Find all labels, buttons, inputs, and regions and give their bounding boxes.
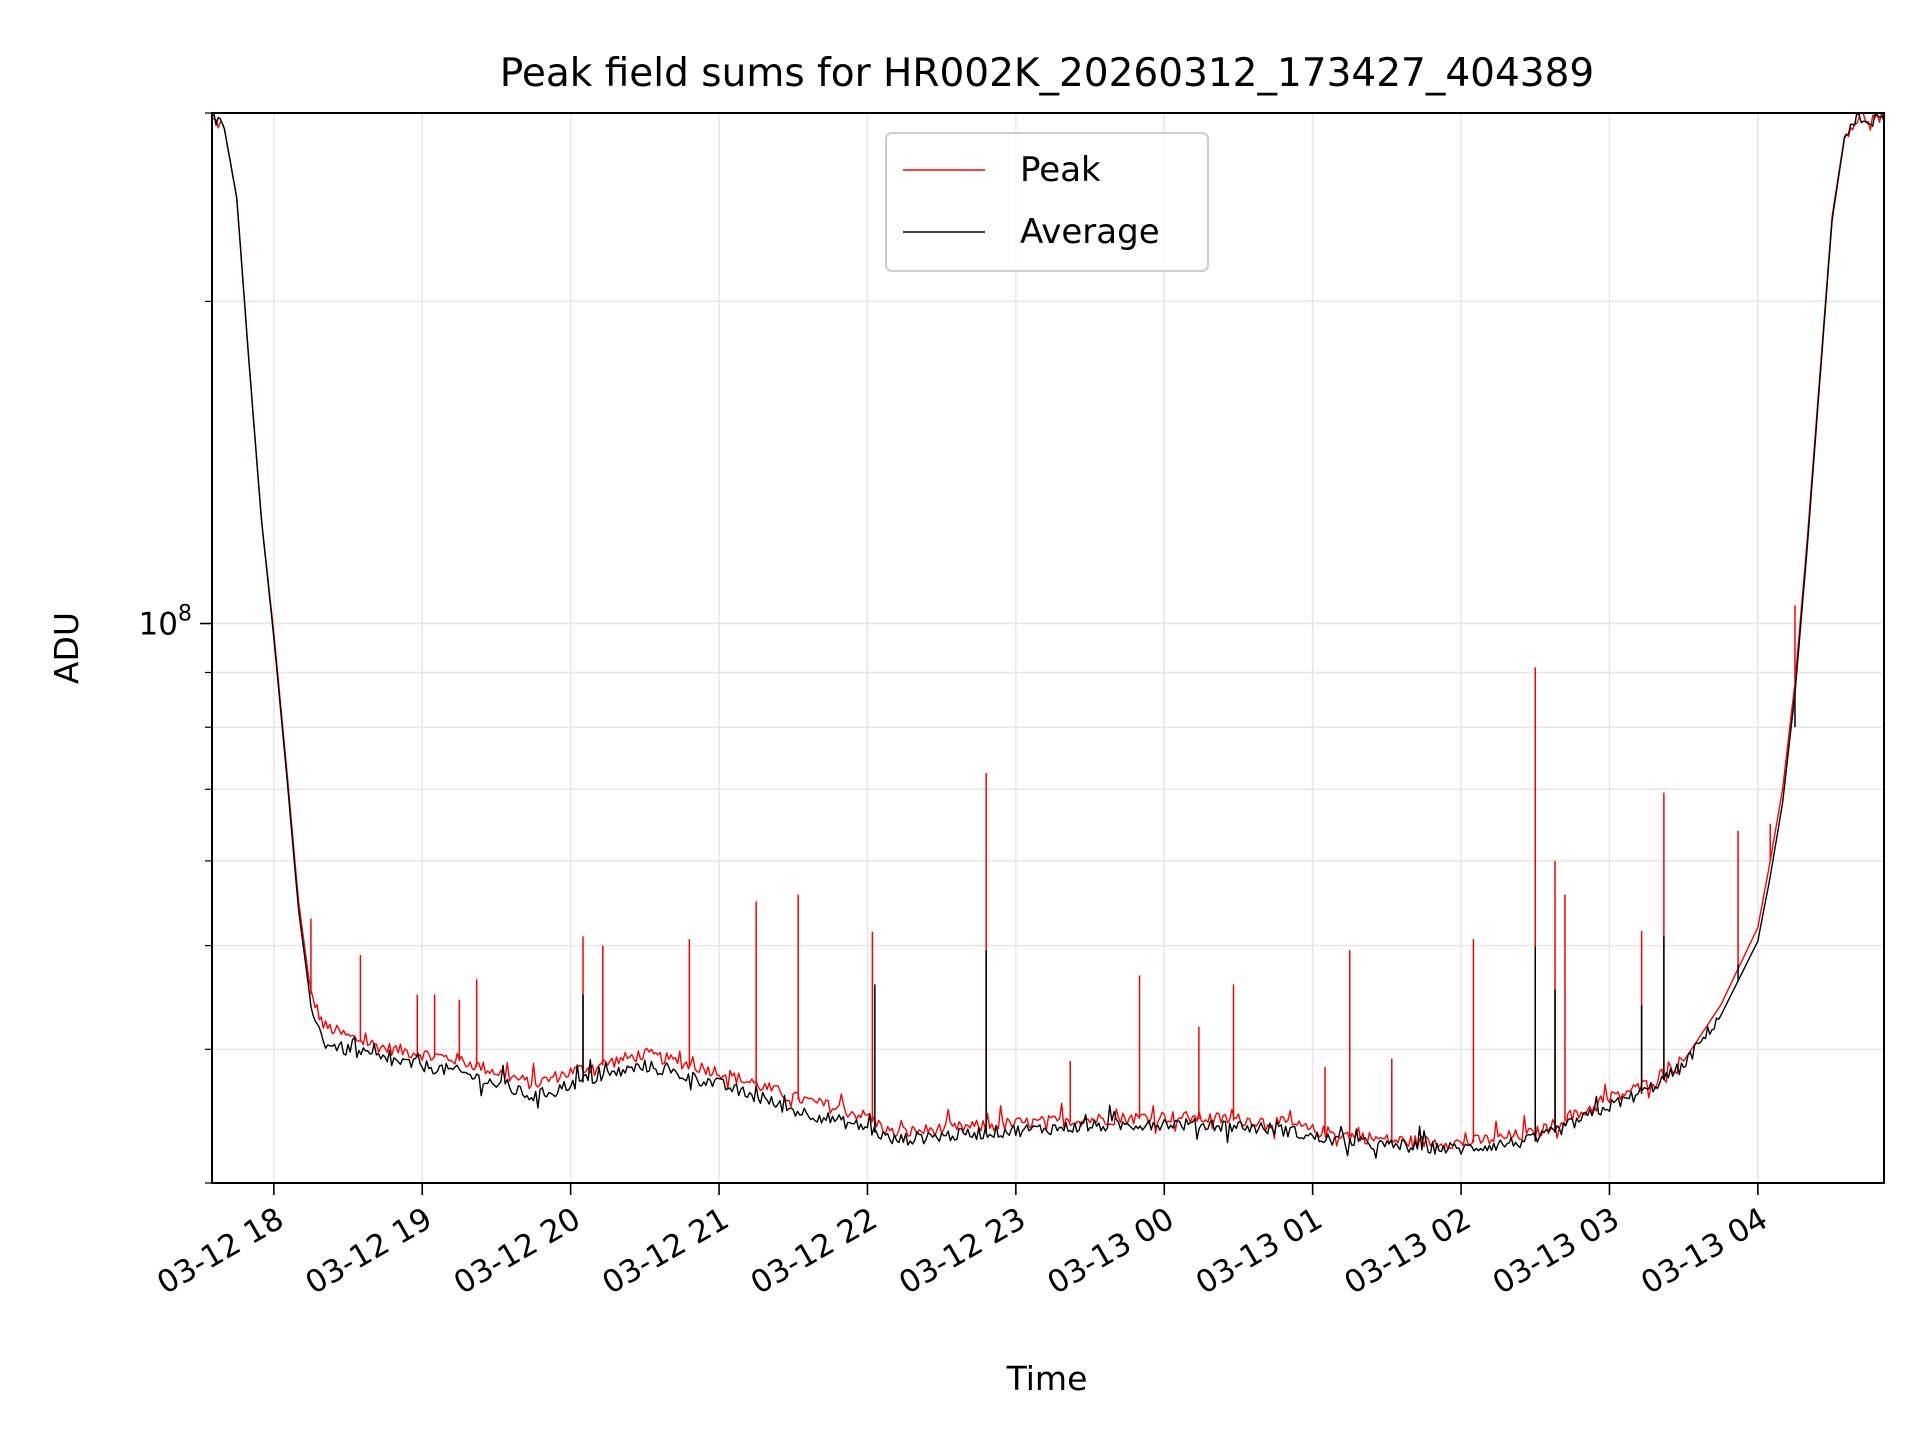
legend: Peak Average xyxy=(885,132,1209,272)
series-lines xyxy=(212,113,1884,1159)
grid-lines xyxy=(212,112,1884,1184)
chart-title: Peak field sums for HR002K_20260312_1734… xyxy=(500,51,1595,96)
y-axis-label: ADU xyxy=(47,612,86,684)
x-axis-label: Time xyxy=(1006,1359,1088,1398)
series-line-peak xyxy=(212,113,1884,1150)
plot-frame xyxy=(211,112,1885,1184)
legend-box xyxy=(885,132,1209,272)
series-line-average xyxy=(212,113,1884,1159)
legend-label-peak: Peak xyxy=(1020,150,1101,190)
legend-label-average: Average xyxy=(1020,212,1160,252)
y-tick-label: 108 xyxy=(139,602,192,643)
